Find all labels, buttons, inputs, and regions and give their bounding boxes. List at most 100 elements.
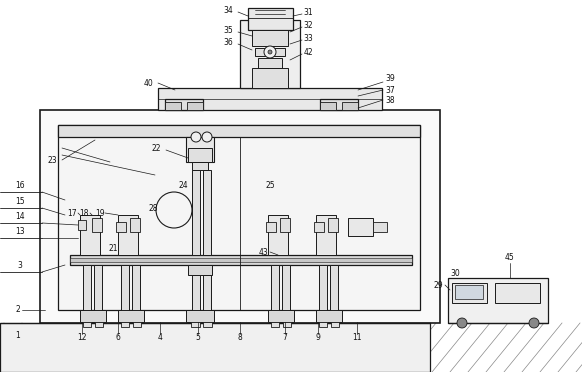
Text: 42: 42 <box>303 48 313 57</box>
Text: 3: 3 <box>17 260 23 269</box>
Bar <box>58 125 420 310</box>
Text: 43: 43 <box>259 247 269 257</box>
Bar <box>319 322 327 327</box>
Bar <box>328 218 338 232</box>
Bar <box>314 222 324 232</box>
Bar <box>255 48 285 56</box>
Text: 33: 33 <box>303 33 313 42</box>
Text: 18: 18 <box>79 208 88 218</box>
Bar <box>70 258 412 262</box>
Circle shape <box>529 318 539 328</box>
Bar <box>266 222 276 232</box>
Bar <box>94 265 102 320</box>
Bar <box>271 265 279 320</box>
Circle shape <box>191 132 201 142</box>
Bar <box>248 8 293 30</box>
Bar <box>331 322 339 327</box>
Text: 15: 15 <box>15 196 25 205</box>
Bar <box>192 275 200 320</box>
Bar <box>373 222 387 232</box>
Text: 6: 6 <box>116 334 120 343</box>
Bar <box>252 68 288 88</box>
Text: 13: 13 <box>15 227 25 235</box>
Bar <box>203 275 211 320</box>
Bar <box>320 99 358 110</box>
Bar <box>203 170 211 255</box>
Bar <box>283 322 291 327</box>
Text: 25: 25 <box>265 180 275 189</box>
Circle shape <box>202 132 212 142</box>
Text: 4: 4 <box>158 334 162 343</box>
Bar <box>319 265 327 320</box>
Text: 17: 17 <box>67 208 77 218</box>
Bar <box>118 215 138 255</box>
Bar <box>121 265 129 320</box>
Text: 37: 37 <box>385 86 395 94</box>
Bar <box>280 218 290 232</box>
Bar <box>158 88 382 110</box>
Circle shape <box>268 50 272 54</box>
Bar <box>130 218 140 232</box>
Bar <box>186 310 214 322</box>
Bar <box>132 265 140 320</box>
Bar <box>448 278 548 323</box>
Bar <box>495 283 540 303</box>
Bar <box>83 322 91 327</box>
Text: 9: 9 <box>315 334 321 343</box>
Bar <box>186 137 214 162</box>
Bar <box>330 265 338 320</box>
Bar <box>188 148 212 162</box>
Bar <box>80 215 100 255</box>
Bar <box>316 215 336 255</box>
Text: 19: 19 <box>95 208 105 218</box>
Text: 12: 12 <box>77 334 87 343</box>
Text: 16: 16 <box>15 180 25 189</box>
Bar <box>165 102 181 110</box>
Text: 11: 11 <box>352 334 362 343</box>
Text: 2: 2 <box>16 305 20 314</box>
Bar <box>92 218 102 232</box>
Bar <box>133 322 141 327</box>
Bar <box>116 222 126 232</box>
Bar <box>0 323 430 372</box>
Bar <box>165 99 203 110</box>
Bar <box>95 322 103 327</box>
Bar <box>240 20 300 88</box>
Text: 21: 21 <box>108 244 118 253</box>
Bar <box>192 170 200 255</box>
Text: 38: 38 <box>385 96 395 105</box>
Circle shape <box>457 318 467 328</box>
Bar <box>203 322 212 327</box>
Bar <box>316 310 342 322</box>
Text: 8: 8 <box>237 334 242 343</box>
Text: 24: 24 <box>178 180 188 189</box>
Bar <box>282 265 290 320</box>
Text: 45: 45 <box>505 253 515 263</box>
Text: 7: 7 <box>283 334 288 343</box>
Text: 31: 31 <box>303 7 313 16</box>
Text: 28: 28 <box>148 203 158 212</box>
Bar <box>40 110 440 323</box>
Bar <box>80 310 106 322</box>
Bar <box>455 285 483 299</box>
Bar <box>58 125 420 137</box>
Text: 1: 1 <box>16 330 20 340</box>
Text: 23: 23 <box>47 155 57 164</box>
Text: 5: 5 <box>196 334 200 343</box>
Text: 36: 36 <box>223 38 233 46</box>
Bar <box>252 30 288 46</box>
Text: 22: 22 <box>151 144 161 153</box>
Bar <box>78 220 86 230</box>
Bar <box>271 322 279 327</box>
Bar <box>342 102 358 110</box>
Text: 34: 34 <box>223 6 233 15</box>
Bar <box>320 102 336 110</box>
Bar <box>188 265 212 275</box>
Text: 40: 40 <box>143 78 153 87</box>
Circle shape <box>264 46 276 58</box>
Bar <box>452 283 487 303</box>
Text: 29: 29 <box>433 280 443 289</box>
Bar <box>268 215 288 255</box>
Bar <box>268 310 294 322</box>
Bar <box>70 255 412 265</box>
